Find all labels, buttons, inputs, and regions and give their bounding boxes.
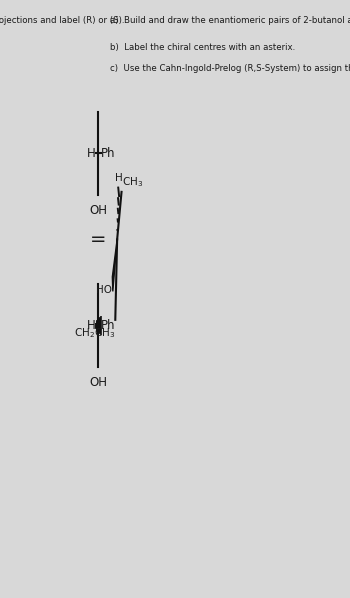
Text: Ph: Ph [101,147,116,160]
Text: CH$_3$: CH$_3$ [122,175,143,189]
Text: H: H [87,147,96,160]
Text: b)  Label the chiral centres with an asterix.: b) Label the chiral centres with an aste… [110,43,295,52]
Text: OH: OH [89,376,107,389]
Text: H: H [115,173,122,183]
Text: a)  Build and draw the enantiomeric pairs of 2-butanol as mirror images.: a) Build and draw the enantiomeric pairs… [110,16,350,25]
Text: OH: OH [89,204,107,216]
Text: HO: HO [96,285,112,295]
Text: CH$_2$CH$_3$: CH$_2$CH$_3$ [74,326,115,340]
Text: Ph: Ph [101,319,116,332]
Text: c)  Use the Cahn-Ingold-Prelog (R,S-System) to assign the enantiomers (R) or (S): c) Use the Cahn-Ingold-Prelog (R,S-Syste… [110,64,350,73]
Polygon shape [112,239,117,291]
Text: =: = [90,230,107,249]
Text: d)  Redraw the enantiomers of 2-butanol as Fisher Projections and label (R) or (: d) Redraw the enantiomers of 2-butanol a… [0,16,125,25]
Text: H: H [87,319,96,332]
